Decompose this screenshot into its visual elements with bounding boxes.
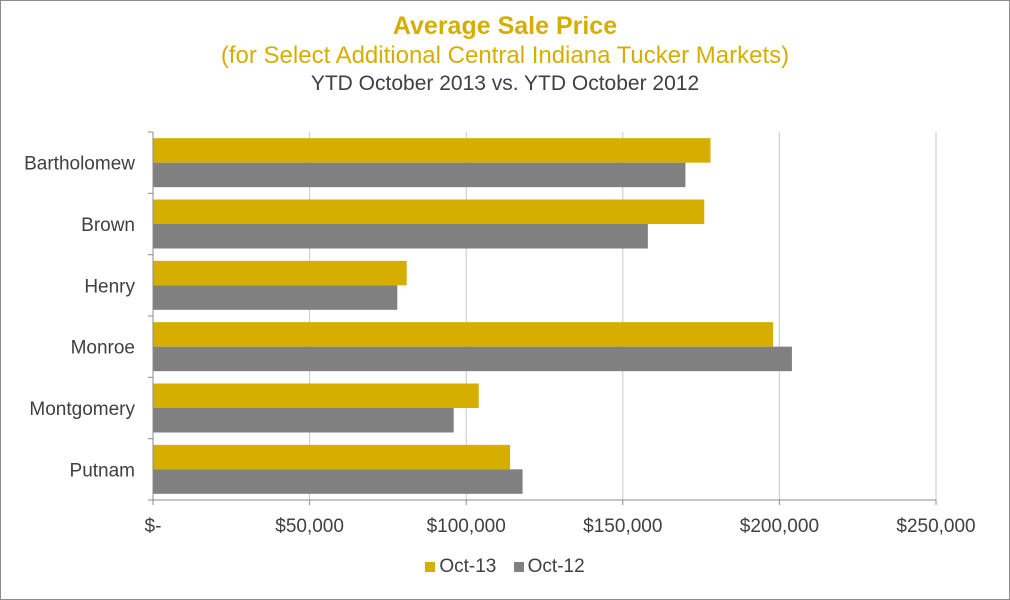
bar-oct-13-brown xyxy=(153,199,705,224)
x-tick-label: $100,000 xyxy=(427,516,506,537)
legend-item-oct12: Oct-12 xyxy=(513,556,585,578)
legend-swatch-oct13 xyxy=(425,562,436,572)
chart-subtitle-period: YTD October 2013 vs. YTD October 2012 xyxy=(310,72,700,95)
bar-oct-12-montgomery xyxy=(153,408,454,433)
x-tick-label: $50,000 xyxy=(275,516,344,537)
bar-oct-13-montgomery xyxy=(153,383,479,408)
bar-oct-13-monroe xyxy=(153,322,774,347)
bar-oct-13-henry xyxy=(153,260,407,286)
y-tick-label: Putnam xyxy=(70,460,135,481)
x-tick-label: $- xyxy=(145,516,162,537)
chart-legend: Oct-13 Oct-12 xyxy=(0,556,1010,578)
x-tick-label: $200,000 xyxy=(740,516,819,537)
legend-label-oct12: Oct-12 xyxy=(527,556,585,577)
x-tick-label: $150,000 xyxy=(583,516,662,537)
y-tick-label: Brown xyxy=(81,215,135,236)
bar-oct-12-bartholomew xyxy=(153,162,686,188)
chart-subtitle: (for Select Additional Central Indiana T… xyxy=(220,42,790,69)
y-tick-label: Bartholomew xyxy=(24,154,135,175)
bar-oct-12-monroe xyxy=(153,346,792,372)
bar-oct-12-henry xyxy=(153,285,398,310)
legend-swatch-oct12 xyxy=(513,562,524,572)
bar-oct-13-bartholomew xyxy=(153,138,711,163)
bar-oct-13-putnam xyxy=(153,444,511,470)
bar-oct-12-brown xyxy=(153,224,648,249)
chart-title: Average Sale Price xyxy=(392,12,618,40)
bar-oct-12-putnam xyxy=(153,469,523,494)
y-tick-label: Montgomery xyxy=(29,399,135,420)
y-tick-label: Henry xyxy=(84,276,135,297)
legend-item-oct13: Oct-13 xyxy=(425,556,496,578)
legend-label-oct13: Oct-13 xyxy=(439,556,497,577)
chart-title-block: Average Sale Price (for Select Additiona… xyxy=(0,10,1010,98)
x-tick-label: $250,000 xyxy=(896,516,975,537)
y-tick-label: Monroe xyxy=(71,338,135,359)
